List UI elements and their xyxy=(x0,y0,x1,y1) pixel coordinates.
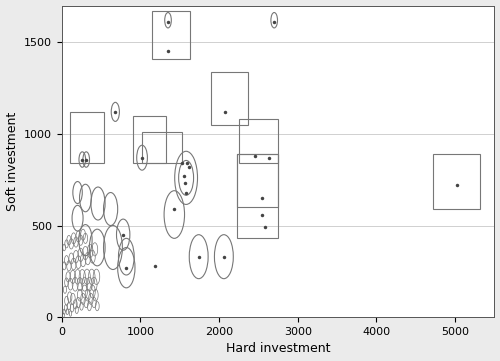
Bar xyxy=(239,119,278,163)
Bar xyxy=(70,112,103,163)
Y-axis label: Soft investment: Soft investment xyxy=(6,112,18,211)
Bar xyxy=(132,116,166,163)
X-axis label: Hard investment: Hard investment xyxy=(226,343,330,356)
Bar xyxy=(237,154,278,238)
Bar xyxy=(237,154,278,207)
Bar xyxy=(142,132,182,163)
Bar xyxy=(152,11,190,59)
Bar xyxy=(212,71,248,125)
Bar xyxy=(433,154,480,209)
